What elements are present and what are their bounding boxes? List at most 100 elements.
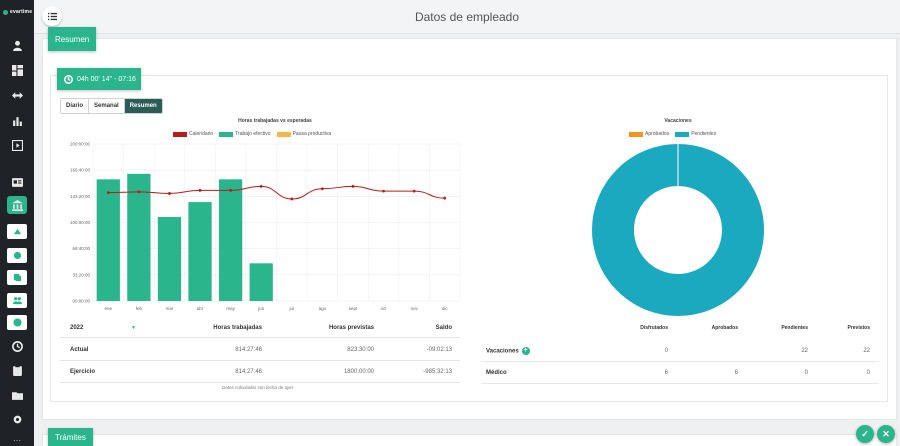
- close-icon: ✕: [882, 428, 890, 439]
- balance-value: -985:32:13: [423, 369, 452, 375]
- leave-table: Disfrutados Aprobados Pendientes Previst…: [482, 318, 878, 384]
- bar-abr: [188, 202, 212, 301]
- worked-value: 814:27:46: [235, 369, 262, 375]
- clock-icon: [64, 74, 73, 84]
- row-label-vacaciones: Vacaciones +: [486, 346, 530, 355]
- top-bar: Datos de empleado: [34, 0, 900, 34]
- tab-diario[interactable]: Diario: [61, 99, 90, 113]
- swap-icon[interactable]: [0, 86, 34, 104]
- tramites-card: [42, 434, 897, 446]
- legend-item-pausa[interactable]: Pausa productiva: [276, 131, 331, 137]
- timer-label: 04h 00' 14'' - 07:16: [77, 75, 136, 83]
- y-tick-label: 100:00:00: [70, 220, 91, 225]
- disfrutados-value: 0: [664, 347, 668, 354]
- chevron-down-icon[interactable]: ▼: [131, 324, 136, 331]
- x-tick-label: dic: [442, 306, 449, 311]
- add-icon[interactable]: +: [521, 346, 530, 355]
- x-tick-label: oct: [381, 306, 388, 311]
- app-logo[interactable]: evartime: [3, 9, 32, 15]
- x-tick-label: mar: [166, 306, 174, 311]
- team-box: [7, 292, 27, 308]
- menu-button[interactable]: [42, 6, 62, 26]
- list-icon: [47, 12, 57, 20]
- balance-value: -09:02:13: [426, 347, 452, 353]
- expected-value: 1800:00:00: [343, 369, 374, 375]
- col-horas-trabajadas: Horas trabajadas: [213, 324, 262, 331]
- tab-semanal[interactable]: Semanal: [89, 99, 125, 113]
- user-icon[interactable]: [0, 36, 34, 54]
- tab-resumen[interactable]: Resumen: [124, 99, 162, 113]
- bar-chart-title: Horas trabajadas vs esperadas: [238, 118, 312, 124]
- x-tick-label: abr: [197, 306, 204, 311]
- dashboard-icon[interactable]: [0, 61, 34, 79]
- previstos-value: 0: [866, 369, 870, 376]
- pendientes-value: 22: [801, 347, 808, 354]
- leave-table-header: Disfrutados Aprobados Pendientes Previst…: [482, 318, 878, 338]
- expected-value: 823:30:00: [347, 347, 374, 353]
- previstos-value: 22: [863, 347, 870, 354]
- documents-box: [7, 269, 27, 285]
- globe-box: [7, 247, 27, 263]
- year-select[interactable]: 2022: [70, 324, 84, 331]
- col-horas-previstas: Horas previstas: [328, 324, 374, 331]
- calendario-point-dic: [443, 196, 447, 200]
- legend-swatch: [173, 131, 187, 137]
- pendientes-value: 0: [804, 369, 808, 376]
- legend-item-pendientes[interactable]: Pendientes: [675, 131, 716, 137]
- disfrutados-value: 6: [664, 369, 668, 376]
- x-tick-label: ago: [319, 306, 327, 311]
- row-label: Médico: [486, 369, 507, 376]
- bar-ene: [96, 179, 120, 301]
- scale-box: [7, 223, 27, 239]
- row-label: Actual: [70, 347, 89, 353]
- legend-label: Trabajo efectivo: [235, 131, 271, 137]
- table-row: Actual 814:27:46 823:30:00 -09:02:13: [60, 340, 460, 361]
- legend-item-aprobados[interactable]: Aprobados: [629, 131, 669, 137]
- calendario-point-may: [229, 188, 233, 192]
- settings-icon[interactable]: [0, 410, 34, 428]
- more-icon[interactable]: ⋯: [13, 436, 21, 445]
- documents-icon[interactable]: [0, 268, 34, 286]
- calc-note: Datos calculados con fecha de ayer: [222, 385, 294, 390]
- bar-jun: [249, 263, 273, 301]
- y-tick-label: 00:00:00: [72, 299, 90, 304]
- check-icon: ✓: [861, 428, 869, 439]
- history-icon[interactable]: [0, 337, 34, 355]
- close-button[interactable]: ✕: [877, 425, 895, 443]
- id-card-icon[interactable]: [0, 173, 34, 191]
- institution-active-box: [7, 196, 27, 214]
- folder-icon[interactable]: [0, 386, 34, 404]
- table-row: Médico 6 6 0 0: [482, 362, 878, 384]
- hours-table: 2022 ▼ Horas trabajadas Horas previstas …: [60, 318, 460, 388]
- x-tick-label: nov: [410, 306, 418, 311]
- world-icon[interactable]: [0, 313, 34, 331]
- calendario-point-abr: [198, 188, 202, 192]
- play-icon[interactable]: [0, 136, 34, 154]
- legend-label: Pendientes: [691, 131, 717, 137]
- table-row: Vacaciones + 0 22 22: [482, 340, 878, 362]
- calendario-line: [108, 185, 445, 200]
- stats-icon[interactable]: [0, 111, 34, 129]
- calendario-point-nov: [412, 189, 416, 193]
- donut-chart-legend: Aprobados Pendientes: [629, 131, 716, 137]
- col-saldo: Saldo: [435, 324, 452, 331]
- confirm-button[interactable]: ✓: [856, 425, 874, 443]
- legend-label: Aprobados: [645, 131, 670, 137]
- clipboard-icon[interactable]: [0, 361, 34, 379]
- y-tick-label: 200:00:00: [70, 142, 91, 147]
- calendario-point-ago: [320, 187, 324, 191]
- hours-table-header: 2022 ▼ Horas trabajadas Horas previstas …: [60, 318, 460, 338]
- row-label: Vacaciones: [486, 348, 519, 355]
- globe-icon[interactable]: [0, 246, 34, 264]
- timer-pill[interactable]: 04h 00' 14'' - 07:16: [57, 68, 141, 90]
- institution-icon[interactable]: [0, 196, 34, 214]
- resumen-section-tab[interactable]: Resumen: [48, 27, 97, 51]
- legend-item-calendario[interactable]: Calendario: [173, 131, 213, 137]
- scale-icon[interactable]: [0, 222, 34, 240]
- page-title: Datos de empleado: [414, 10, 520, 24]
- donut-chart-title: Vacaciones: [664, 118, 692, 124]
- team-icon[interactable]: [0, 291, 34, 309]
- legend-item-trabajo[interactable]: Trabajo efectivo: [219, 131, 271, 137]
- x-tick-label: may: [226, 306, 235, 311]
- tramites-section-tab[interactable]: Trámites: [48, 428, 93, 446]
